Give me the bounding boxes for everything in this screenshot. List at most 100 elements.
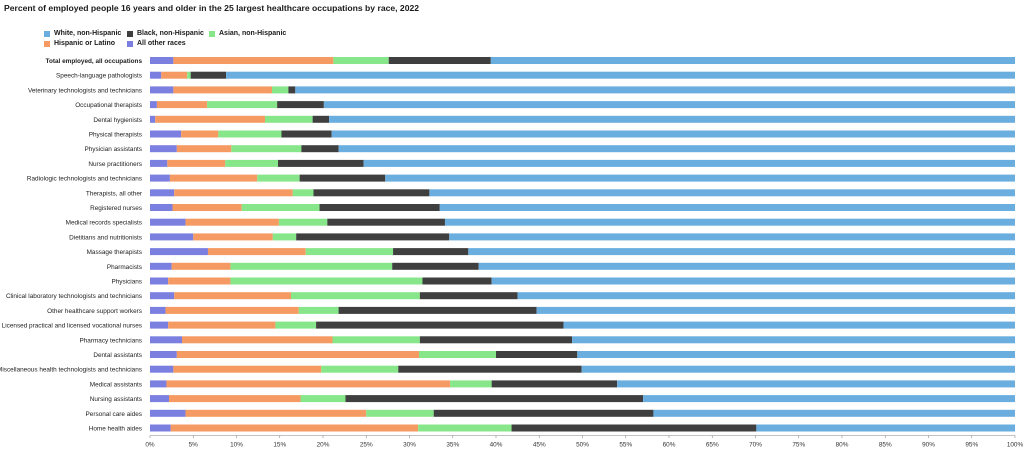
category-label: Home health aides — [89, 426, 142, 433]
x-tick-label: 10% — [230, 442, 243, 449]
bar-segment — [150, 336, 182, 344]
category-label: Other healthcare support workers — [47, 308, 142, 315]
bar-segment — [181, 130, 219, 138]
bar-segment — [150, 57, 174, 64]
bar-segment — [398, 365, 582, 373]
bar-segment — [257, 174, 300, 182]
chart-legend: White, non-Hispanic Hispanic or Latino B… — [44, 30, 344, 52]
x-tick-label: 90% — [922, 442, 935, 449]
bar-segment — [313, 189, 430, 197]
x-tick-label: 65% — [706, 442, 719, 449]
bar-segment — [388, 57, 491, 64]
bar-segment — [617, 380, 1015, 388]
category-label: Clinical laboratory technologists and te… — [6, 293, 142, 300]
bar-segment — [150, 115, 156, 123]
bar-segment — [291, 292, 420, 300]
bar-segment — [150, 292, 175, 300]
bar-segment — [292, 189, 314, 197]
legend-item-white: White, non-Hispanic — [44, 30, 121, 37]
bar-segment — [161, 71, 188, 79]
bar-segment — [150, 174, 170, 182]
category-label: Dietitians and nutritionists — [69, 234, 142, 241]
bar-segment — [150, 321, 169, 329]
legend-swatch — [127, 40, 133, 47]
bar-segment — [156, 101, 208, 109]
category-label: Registered nurses — [90, 205, 142, 212]
x-tick-label: 40% — [490, 442, 503, 449]
category-label: Personal care aides — [86, 411, 142, 418]
bar-segment — [422, 277, 492, 285]
x-tick-label: 0% — [145, 442, 155, 449]
bar-segment — [166, 380, 451, 388]
x-tick-label: 75% — [792, 442, 805, 449]
bar-segment — [321, 365, 399, 373]
bar-segment — [150, 71, 162, 79]
bar-segment — [491, 277, 1016, 285]
bar-segment — [226, 71, 1015, 79]
legend-item-asian: Asian, non-Hispanic — [209, 30, 286, 37]
category-label: Speech-language pathologists — [56, 73, 142, 80]
legend-label: Black, non-Hispanic — [137, 30, 204, 37]
category-label: Medical assistants — [90, 381, 142, 388]
bar-segment — [231, 145, 302, 153]
bar-segment — [271, 86, 289, 94]
bar-segment — [182, 336, 333, 344]
category-label: Licensed practical and licensed vocation… — [2, 323, 142, 330]
bar-segment — [150, 306, 166, 314]
bar-segment — [366, 409, 434, 417]
category-label: Pharmacists — [107, 264, 142, 271]
bar-segment — [167, 159, 226, 167]
bar-segment — [174, 189, 293, 197]
bar-segment — [295, 86, 1015, 94]
bar-segment — [419, 336, 573, 344]
bar-segment — [329, 115, 1015, 123]
bar-segment — [299, 174, 386, 182]
bar-segment — [150, 145, 177, 153]
bar-segment — [169, 174, 258, 182]
category-label: Miscellaneous health technologists and t… — [0, 367, 142, 374]
category-label: Occupational therapists — [75, 102, 142, 109]
bar-segment — [170, 424, 419, 432]
legend-label: All other races — [137, 40, 186, 47]
bar-segment — [345, 395, 644, 403]
bar-segment — [316, 321, 564, 329]
bar-segment — [207, 248, 306, 256]
bar-segment — [331, 130, 1015, 138]
legend-swatch — [209, 30, 215, 37]
bar-segment — [338, 145, 1015, 153]
x-tick-label: 100% — [1007, 442, 1024, 449]
bar-segment — [150, 233, 194, 241]
bar-segment — [327, 218, 445, 226]
legend-label: White, non-Hispanic — [54, 30, 122, 37]
bar-segment — [281, 130, 332, 138]
bar-segment — [296, 233, 450, 241]
bar-segment — [319, 204, 440, 211]
bar-segment — [312, 115, 330, 123]
bar-segment — [150, 189, 175, 197]
bar-segment — [185, 409, 367, 417]
bar-segment — [150, 262, 172, 270]
category-label: Therapists, all other — [86, 190, 143, 197]
bar-segment — [265, 115, 313, 123]
bar-segment — [174, 292, 291, 300]
bar-segment — [496, 351, 578, 358]
bar-segment — [278, 218, 328, 226]
bar-segment — [323, 101, 1015, 109]
category-label: Physicians — [111, 279, 142, 286]
category-label: Physical therapists — [89, 132, 142, 139]
bar-segment — [333, 57, 389, 64]
category-label: Medical records specialists — [66, 220, 142, 227]
category-label: Pharmacy technicians — [79, 337, 142, 344]
bar-segment — [419, 292, 518, 300]
category-labels: Total employed, all occupations Speech-la… — [0, 58, 143, 433]
x-tick-label: 30% — [403, 442, 416, 449]
bar-segment — [168, 277, 231, 285]
bar-segment — [150, 395, 170, 403]
bar-segment — [517, 292, 1016, 300]
x-tick-label: 95% — [965, 442, 978, 449]
bar-segment — [288, 86, 296, 94]
bar-segment — [225, 159, 279, 167]
bar-segment — [172, 204, 242, 211]
bar-segment — [491, 380, 618, 388]
